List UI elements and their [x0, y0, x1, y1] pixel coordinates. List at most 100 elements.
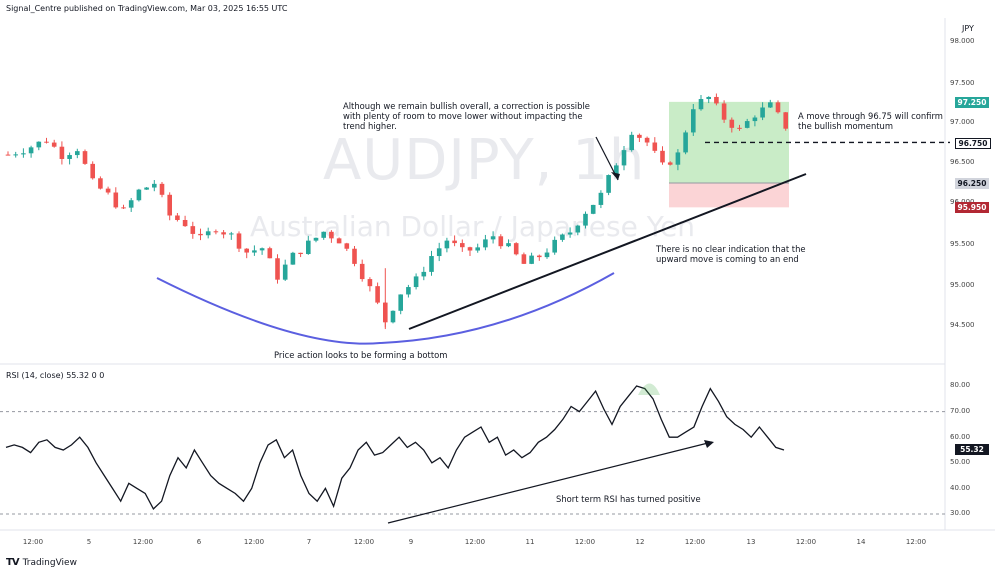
candle-body	[236, 233, 242, 249]
candle-body	[121, 207, 126, 209]
time-tick: 7	[306, 538, 312, 546]
candle-body	[44, 141, 49, 143]
candle-body	[5, 154, 11, 156]
candle-body	[513, 243, 519, 255]
candle-body	[706, 96, 711, 100]
candle-body	[198, 233, 203, 236]
candle-body	[321, 231, 326, 238]
candle-body	[421, 271, 427, 277]
time-tick: 9	[408, 538, 414, 546]
rsi-value-tag: 55.32	[955, 444, 989, 455]
time-tick: 12:00	[574, 538, 596, 546]
candle-body	[367, 279, 373, 287]
candle-body	[375, 286, 380, 303]
rsi-tick: 30.00	[950, 509, 971, 517]
candle-body	[752, 117, 758, 122]
rsi-tick: 60.00	[950, 433, 971, 441]
candle-body	[667, 162, 673, 165]
candle-body	[51, 142, 57, 147]
candle-body	[498, 236, 504, 247]
candle-body	[136, 189, 142, 201]
candle-body	[282, 264, 288, 280]
candle-body	[775, 102, 781, 113]
rsi-tick: 80.00	[950, 381, 971, 389]
candle-body	[98, 178, 103, 189]
candle-body	[444, 240, 450, 249]
candle-body	[691, 109, 696, 133]
candle-body	[721, 103, 727, 120]
candle-body	[175, 215, 180, 220]
time-tick: 5	[86, 538, 92, 546]
rsi-line	[5, 385, 785, 510]
candle-body	[698, 99, 704, 110]
price-tick: 97.500	[950, 79, 975, 87]
candle-body	[621, 150, 627, 166]
time-tick: 12:00	[132, 538, 154, 546]
annotation-confirm: A move through 96.75 will confirm the bu…	[798, 111, 943, 131]
annotation-rsi: Short term RSI has turned positive	[556, 494, 701, 504]
candle-body	[213, 231, 219, 233]
candle-body	[82, 151, 88, 164]
time-tick: 14	[856, 538, 866, 546]
candle-body	[737, 127, 742, 129]
candle-body	[452, 240, 457, 244]
candle-body	[760, 107, 765, 118]
time-tick: 11	[525, 538, 535, 546]
candle-body	[398, 294, 403, 311]
time-tick: 12:00	[905, 538, 927, 546]
candle-body	[637, 134, 642, 138]
trend-line	[408, 173, 807, 330]
candle-body	[313, 237, 319, 241]
candle-body	[675, 152, 681, 165]
tradingview-brand[interactable]: TV TradingView	[6, 557, 77, 568]
candle-body	[244, 248, 249, 253]
price-tick: 98.000	[950, 37, 975, 45]
candle-body	[567, 232, 573, 235]
candle-body	[205, 231, 211, 236]
candle-body	[768, 102, 773, 108]
symbol-watermark: AUDJPY, 1h	[323, 128, 646, 193]
rsi-overbought-fill	[638, 383, 660, 395]
publisher-header: Signal_Centre published on TradingView.c…	[6, 4, 288, 13]
brand-name: TradingView	[22, 557, 77, 568]
time-tick: 6	[196, 538, 202, 546]
candle-body	[583, 213, 588, 226]
candle-body	[28, 147, 34, 154]
price-tick: 95.000	[950, 281, 975, 289]
price-tick: 96.500	[950, 158, 975, 166]
candle-body	[506, 243, 511, 247]
time-tick: 12:00	[243, 538, 265, 546]
time-tick: 12:00	[684, 538, 706, 546]
candle-body	[290, 252, 296, 265]
candle-body	[460, 243, 465, 248]
time-tick: 13	[746, 538, 756, 546]
rsi-tick: 50.00	[950, 458, 971, 466]
candle-body	[306, 240, 311, 255]
candle-body	[21, 153, 26, 155]
candle-body	[275, 258, 280, 280]
candle-body	[59, 146, 65, 159]
candle-body	[267, 248, 273, 259]
time-tick: 12:00	[353, 538, 375, 546]
candle-body	[598, 192, 604, 205]
candle-body	[221, 232, 226, 235]
price-tag-target: 97.250	[955, 97, 989, 108]
price-tick: 97.000	[950, 118, 975, 126]
price-tick: 95.500	[950, 240, 975, 248]
candle-body	[552, 239, 557, 253]
candle-body	[259, 248, 265, 251]
candle-body	[575, 225, 581, 233]
candle-body	[467, 247, 473, 251]
tradingview-logo-icon: TV	[6, 557, 20, 568]
time-tick: 12:00	[795, 538, 817, 546]
candle-body	[406, 287, 411, 295]
candle-body	[660, 150, 665, 163]
price-tag-confirm: 96.750	[955, 138, 991, 149]
candle-body	[744, 121, 750, 128]
candle-body	[359, 263, 365, 280]
candle-body	[544, 252, 550, 258]
candle-body	[229, 233, 234, 235]
currency-label: JPY	[962, 24, 974, 33]
candle-body	[36, 141, 42, 148]
